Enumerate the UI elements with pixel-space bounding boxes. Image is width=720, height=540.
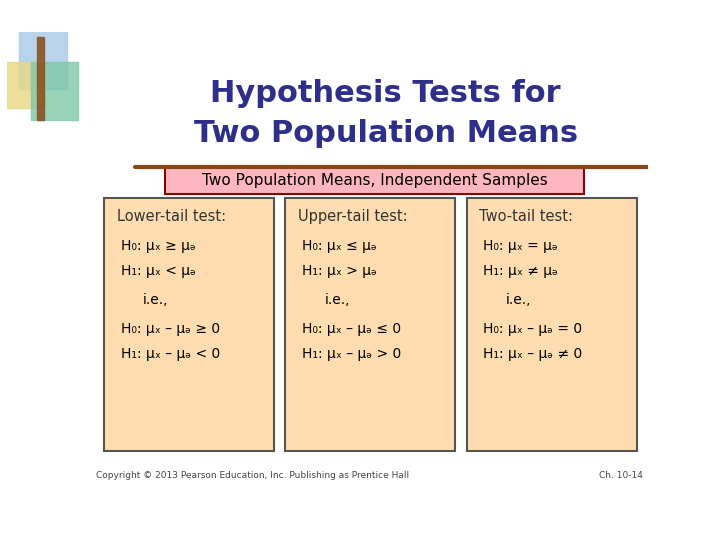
Text: i.e.,: i.e., — [505, 293, 531, 307]
Text: Lower-tail test:: Lower-tail test: — [117, 209, 226, 224]
Text: H₁: μₓ ≠ μₔ: H₁: μₓ ≠ μₔ — [483, 264, 558, 278]
Text: H₀: μₓ – μₔ ≤ 0: H₀: μₓ – μₔ ≤ 0 — [302, 322, 401, 336]
Bar — [37, 37, 45, 120]
Text: H₁: μₓ – μₔ < 0: H₁: μₓ – μₔ < 0 — [121, 347, 220, 361]
Text: Ch. 10-14: Ch. 10-14 — [598, 471, 642, 480]
Text: Hypothesis Tests for: Hypothesis Tests for — [210, 79, 561, 109]
Text: H₁: μₓ < μₔ: H₁: μₓ < μₔ — [121, 264, 196, 278]
Text: i.e.,: i.e., — [324, 293, 350, 307]
Text: H₀: μₓ – μₔ = 0: H₀: μₓ – μₔ = 0 — [483, 322, 582, 336]
Text: i.e.,: i.e., — [143, 293, 168, 307]
Bar — [19, 30, 66, 89]
Bar — [31, 62, 78, 120]
Text: H₁: μₓ – μₔ > 0: H₁: μₓ – μₔ > 0 — [302, 347, 401, 361]
FancyBboxPatch shape — [166, 167, 584, 194]
Text: Two Population Means, Independent Samples: Two Population Means, Independent Sample… — [202, 173, 547, 188]
Bar — [7, 62, 45, 108]
Text: H₀: μₓ – μₔ ≥ 0: H₀: μₓ – μₔ ≥ 0 — [121, 322, 220, 336]
FancyBboxPatch shape — [467, 198, 637, 451]
Text: Copyright © 2013 Pearson Education, Inc. Publishing as Prentice Hall: Copyright © 2013 Pearson Education, Inc.… — [96, 471, 409, 480]
FancyBboxPatch shape — [285, 198, 456, 451]
Text: Two-tail test:: Two-tail test: — [480, 209, 574, 224]
Text: Upper-tail test:: Upper-tail test: — [298, 209, 408, 224]
FancyBboxPatch shape — [104, 198, 274, 451]
Text: H₁: μₓ – μₔ ≠ 0: H₁: μₓ – μₔ ≠ 0 — [483, 347, 582, 361]
Text: Two Population Means: Two Population Means — [194, 119, 578, 148]
Text: H₁: μₓ > μₔ: H₁: μₓ > μₔ — [302, 264, 377, 278]
Text: H₀: μₓ ≥ μₔ: H₀: μₓ ≥ μₔ — [121, 239, 195, 253]
Text: H₀: μₓ ≤ μₔ: H₀: μₓ ≤ μₔ — [302, 239, 377, 253]
Text: H₀: μₓ = μₔ: H₀: μₓ = μₔ — [483, 239, 558, 253]
